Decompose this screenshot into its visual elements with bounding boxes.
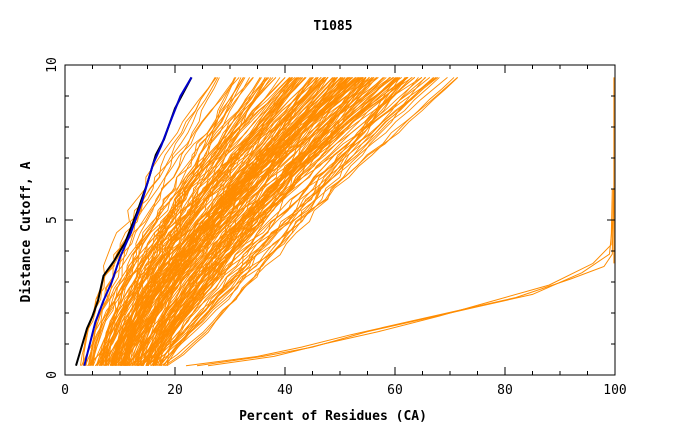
series-line: [115, 77, 322, 366]
series-line: [131, 77, 336, 367]
series-line: [92, 77, 261, 366]
highlighted-series: [75, 76, 193, 366]
series-line: [118, 77, 343, 366]
series-line: [151, 77, 377, 366]
x-tick-label: 100: [603, 383, 626, 398]
series-line: [158, 77, 440, 366]
y-tick-label: 10: [45, 57, 60, 73]
series-line: [123, 77, 348, 366]
series-line: [140, 77, 350, 367]
x-axis-label: Percent of Residues (CA): [239, 409, 427, 424]
series-line: [124, 77, 354, 366]
series-line: [99, 77, 266, 366]
axis-ticks: [64, 64, 616, 376]
series-line: [146, 77, 370, 366]
series-line: [112, 77, 306, 366]
outlier-line: [207, 188, 613, 367]
series-line: [119, 77, 319, 366]
series-line: [160, 77, 423, 366]
series-line: [160, 77, 427, 366]
series-line: [162, 77, 459, 366]
series-line: [165, 77, 434, 366]
outlier-series: [185, 77, 615, 367]
x-tick-label: 40: [277, 383, 293, 398]
series-line: [111, 77, 304, 366]
y-tick-label: 5: [45, 216, 60, 224]
series-line: [117, 77, 325, 366]
series-line: [114, 77, 314, 366]
series-line: [141, 77, 338, 366]
series-line: [112, 77, 302, 366]
bundle-series: [79, 77, 459, 367]
series-line: [152, 77, 419, 367]
series-line: [125, 77, 352, 366]
series-line: [100, 77, 281, 366]
series-line: [95, 77, 246, 366]
series-line: [102, 77, 254, 366]
series-line: [84, 77, 220, 366]
y-axis-label: Distance Cutoff, A: [19, 161, 34, 302]
series-line: [104, 77, 322, 366]
series-line: [122, 77, 329, 366]
series-line: [160, 77, 426, 367]
chart-title: T1085: [313, 19, 352, 34]
series-line: [142, 77, 409, 366]
series-line: [150, 77, 367, 367]
series-line: [164, 77, 401, 367]
series-line: [138, 77, 408, 366]
axis-tick-labels: 0 20 40 60 80 100 0 5 10: [45, 57, 627, 398]
x-tick-label: 80: [497, 383, 513, 398]
plot-area: [75, 76, 615, 367]
blue-series-line: [83, 76, 193, 366]
series-line: [113, 77, 298, 366]
series-line: [128, 77, 367, 367]
series-line: [115, 77, 339, 366]
series-line: [145, 77, 399, 366]
x-tick-label: 60: [387, 383, 403, 398]
series-line: [158, 77, 448, 366]
series-line: [91, 77, 290, 366]
y-tick-label: 0: [45, 371, 60, 379]
series-line: [120, 77, 346, 366]
series-line: [91, 77, 270, 366]
series-line: [123, 77, 361, 366]
x-tick-label: 0: [61, 383, 69, 398]
x-tick-label: 20: [167, 383, 183, 398]
